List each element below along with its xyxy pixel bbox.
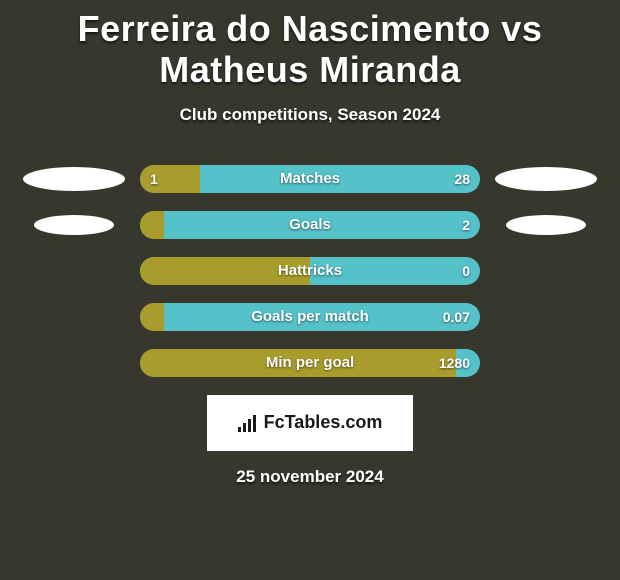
stat-bar: Min per goal1280	[140, 349, 480, 377]
stat-bar: Goals per match0.07	[140, 303, 480, 331]
stat-bar-left-fill	[140, 349, 456, 377]
stat-right-value: 0	[462, 257, 470, 285]
stat-row: Goals per match0.07	[0, 303, 620, 331]
stat-right-value: 0.07	[443, 303, 470, 331]
stat-row: 1Matches28	[0, 165, 620, 193]
stat-right-value: 2	[462, 211, 470, 239]
logo-text: FcTables.com	[264, 412, 383, 433]
stat-label: Goals per match	[140, 303, 480, 331]
date-text: 25 november 2024	[0, 467, 620, 487]
stat-bar-left-fill	[140, 211, 164, 239]
player-left-marker	[34, 215, 114, 235]
stat-row: Hattricks0	[0, 257, 620, 285]
comparison-chart: 1Matches28 Goals2 Hattricks0 Goals per matc…	[0, 165, 620, 377]
stat-bar: 1Matches28	[140, 165, 480, 193]
stat-bar-left-fill	[140, 257, 310, 285]
player-right-marker	[506, 215, 586, 235]
stat-bar: Goals2	[140, 211, 480, 239]
logo-bars-icon	[238, 414, 258, 432]
stat-right-value: 28	[454, 165, 470, 193]
page-title: Ferreira do Nascimento vs Matheus Mirand…	[0, 0, 620, 91]
stat-bar-left-fill	[140, 165, 200, 193]
stat-row: Min per goal1280	[0, 349, 620, 377]
stat-row: Goals2	[0, 211, 620, 239]
player-left-marker	[23, 167, 125, 191]
logo-box: FcTables.com	[207, 395, 413, 451]
subtitle: Club competitions, Season 2024	[0, 105, 620, 125]
stat-bar: Hattricks0	[140, 257, 480, 285]
stat-right-value: 1280	[439, 349, 470, 377]
stat-left-value: 1	[150, 165, 158, 193]
stat-bar-left-fill	[140, 303, 164, 331]
player-right-marker	[495, 167, 597, 191]
stat-label: Goals	[140, 211, 480, 239]
